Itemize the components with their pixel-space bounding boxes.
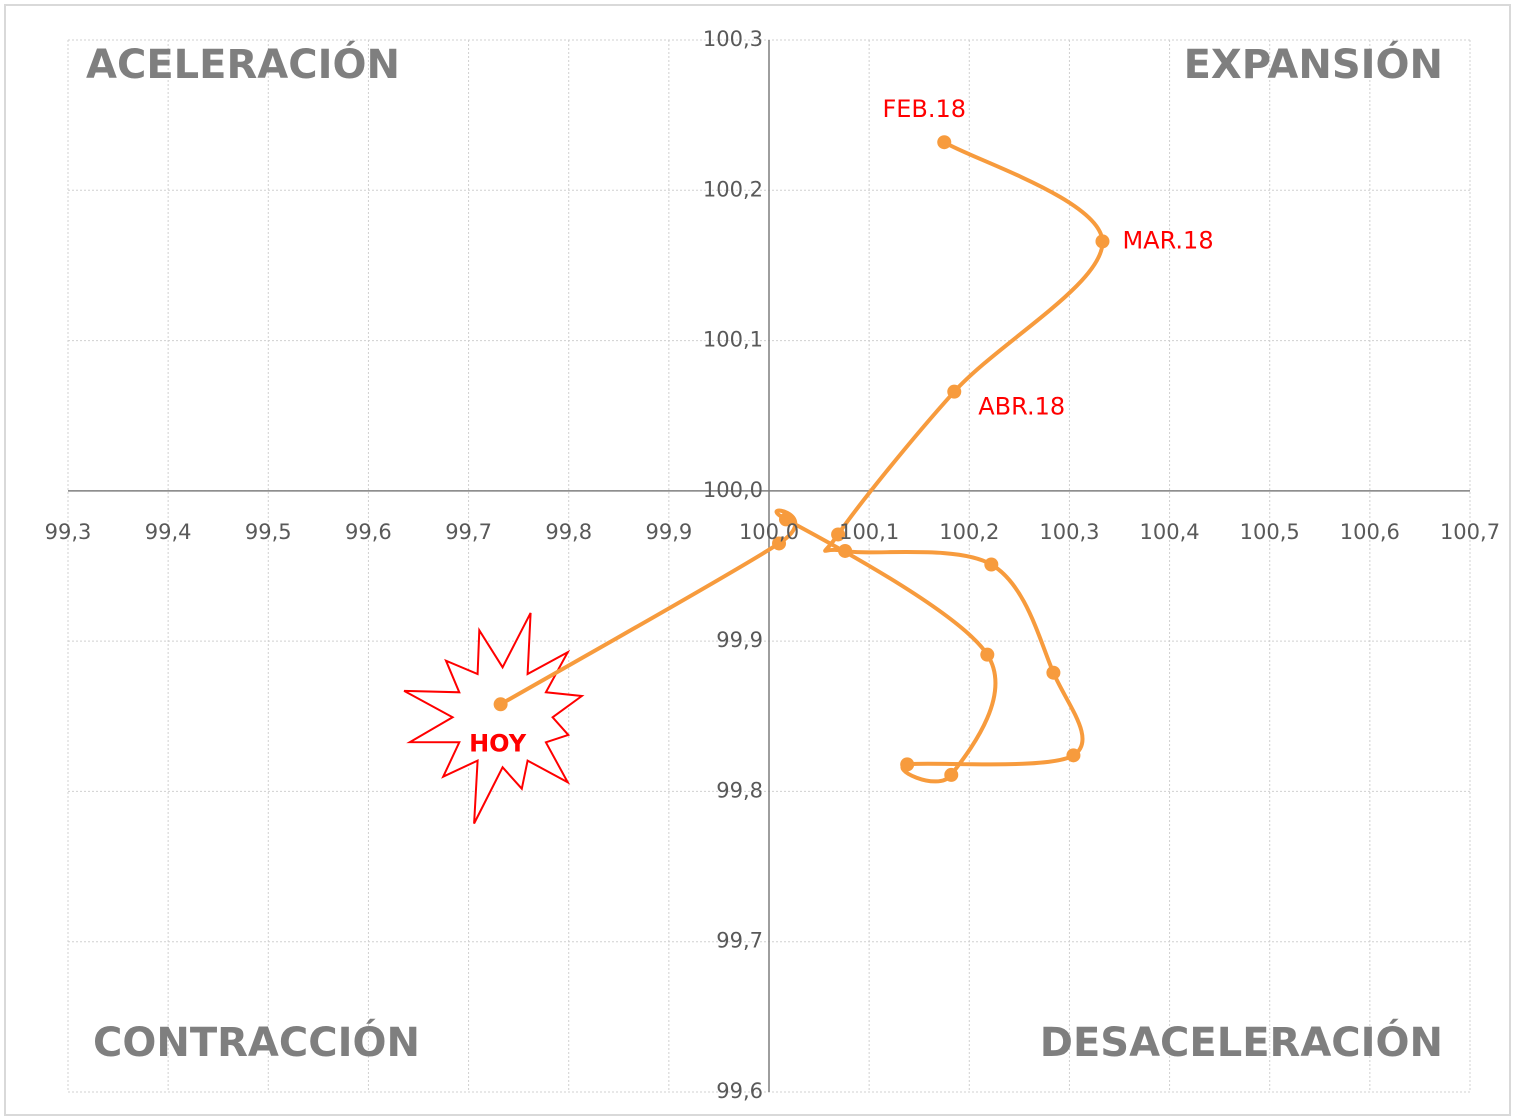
point [980,647,995,662]
chart-border [4,4,1511,1116]
quadrant-label: CONTRACCIÓN [93,1018,420,1066]
x-tick-label: 99,8 [545,520,592,544]
x-tick-label: 99,4 [145,520,192,544]
point [1066,748,1081,763]
point [900,757,915,772]
point [947,384,962,399]
quadrant-label: DESACELERACIÓN [1040,1018,1443,1066]
point [1095,234,1110,249]
y-tick-label: 99,9 [716,628,763,652]
marks [493,135,1110,784]
quadrant-label: ACELERACIÓN [86,40,400,88]
x-tick-label: 100,1 [839,520,899,544]
y-tick-label: 100,2 [703,177,763,201]
x-tick-label: 100,4 [1140,520,1200,544]
x-tick-label: 99,7 [445,520,492,544]
series-line [499,140,1105,784]
point [493,697,508,712]
x-tick-label: 100,0 [739,520,799,544]
axes [68,40,1470,1092]
point [779,512,794,527]
point [772,536,787,551]
x-tick-label: 100,5 [1240,520,1300,544]
y-tick-label: 100,1 [703,328,763,352]
x-tick-label: 99,6 [345,520,392,544]
y-tick-label: 100,0 [703,478,763,502]
point [838,543,853,558]
point-label: HOY [469,729,527,757]
point [944,767,959,782]
point-label: MAR.18 [1122,226,1213,254]
quadrant-label: EXPANSIÓN [1184,40,1443,88]
y-tick-label: 99,6 [716,1079,763,1103]
x-tick-label: 100,6 [1340,520,1400,544]
x-tick-label: 99,5 [245,520,292,544]
point [831,527,846,542]
y-tick-label: 99,8 [716,778,763,802]
labels: 99,3 99,4 99,5 99,6 99,7 99,8 99,9 100,0 100,1 10… [45,27,1500,1103]
point [1046,665,1061,680]
point [984,557,999,572]
y-tick-label: 100,3 [703,27,763,51]
y-tick-label: 99,7 [716,929,763,953]
point [937,135,952,150]
point-label: FEB.18 [882,95,966,123]
x-tick-label: 100,7 [1440,520,1500,544]
x-tick-label: 99,9 [645,520,692,544]
x-tick-label: 99,3 [45,520,92,544]
starburst [403,612,585,824]
point-label: ABR.18 [978,393,1065,421]
x-tick-label: 100,2 [939,520,999,544]
x-tick-label: 100,3 [1039,520,1099,544]
